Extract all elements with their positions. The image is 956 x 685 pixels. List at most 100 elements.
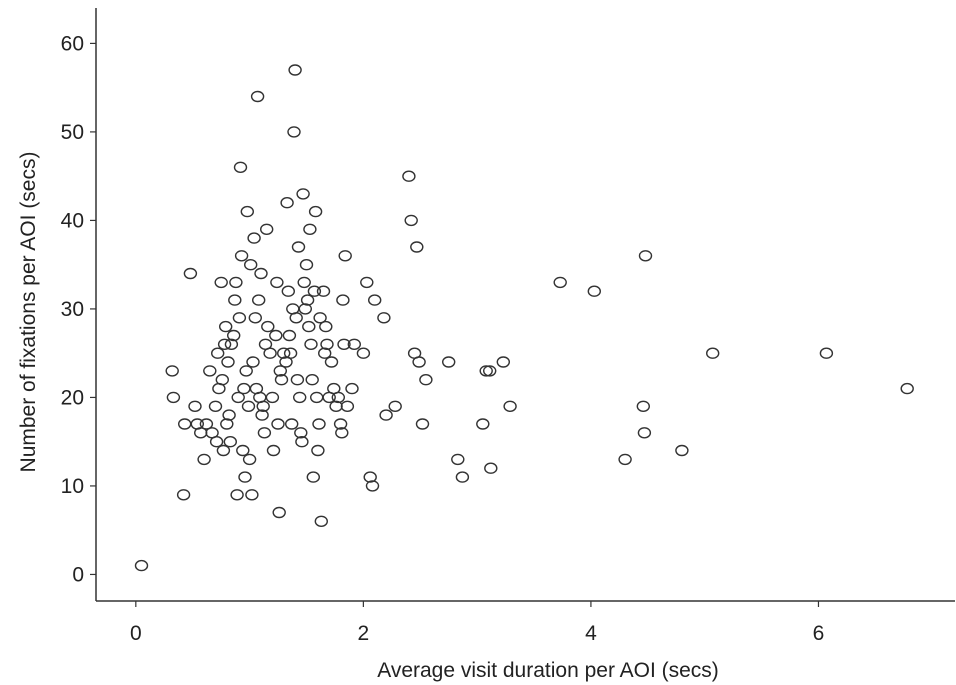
data-point bbox=[636, 400, 650, 412]
data-point bbox=[241, 400, 256, 412]
data-point bbox=[270, 276, 284, 289]
data-point bbox=[316, 285, 331, 297]
data-point bbox=[365, 480, 380, 492]
data-point bbox=[232, 312, 247, 324]
data-point bbox=[377, 312, 391, 324]
data-point bbox=[306, 471, 320, 483]
data-point bbox=[288, 64, 302, 76]
data-point bbox=[312, 418, 326, 430]
data-point bbox=[218, 320, 233, 333]
data-point bbox=[484, 462, 498, 474]
data-point bbox=[176, 489, 191, 501]
data-point bbox=[363, 471, 377, 483]
data-point bbox=[379, 409, 393, 421]
data-point bbox=[224, 338, 239, 350]
data-point bbox=[242, 453, 257, 466]
data-point bbox=[310, 391, 324, 404]
data-point bbox=[295, 436, 309, 448]
data-point bbox=[240, 205, 255, 218]
data-point bbox=[183, 267, 198, 280]
data-point bbox=[335, 427, 349, 439]
data-point bbox=[296, 188, 310, 200]
data-point bbox=[675, 444, 689, 457]
data-point bbox=[347, 338, 361, 350]
data-point bbox=[311, 444, 325, 457]
data-point bbox=[336, 294, 350, 306]
data-point bbox=[302, 320, 316, 333]
data-point bbox=[245, 489, 259, 501]
data-point bbox=[476, 418, 490, 430]
data-point bbox=[231, 391, 245, 404]
data-point bbox=[307, 285, 322, 297]
data-point bbox=[197, 453, 211, 466]
y-axis-title: Number of fixations per AOI (secs) bbox=[17, 152, 40, 473]
data-point bbox=[216, 444, 231, 457]
data-point bbox=[277, 347, 291, 359]
data-point bbox=[256, 400, 270, 412]
data-point bbox=[293, 391, 307, 404]
y-tick-label: 60 bbox=[61, 32, 84, 55]
data-point bbox=[255, 409, 269, 421]
data-point bbox=[337, 338, 351, 350]
data-point bbox=[503, 400, 517, 412]
data-point bbox=[248, 312, 263, 324]
x-tick-label: 6 bbox=[813, 622, 825, 645]
data-point bbox=[222, 409, 236, 421]
data-point bbox=[304, 338, 318, 350]
data-point bbox=[166, 391, 181, 404]
data-point bbox=[165, 365, 179, 377]
data-point bbox=[215, 374, 230, 386]
data-point bbox=[271, 418, 285, 430]
data-point bbox=[230, 489, 244, 501]
data-point bbox=[637, 427, 652, 439]
data-point bbox=[313, 312, 327, 324]
data-point bbox=[223, 436, 238, 448]
data-point bbox=[314, 515, 328, 527]
data-point bbox=[246, 356, 260, 368]
data-point bbox=[294, 427, 308, 439]
data-point bbox=[265, 391, 280, 404]
data-point bbox=[402, 170, 416, 182]
data-point bbox=[412, 356, 426, 368]
data-point bbox=[257, 427, 272, 439]
data-point bbox=[451, 453, 465, 466]
y-tick-label: 20 bbox=[61, 386, 84, 409]
y-tick-label: 50 bbox=[61, 121, 84, 144]
data-point bbox=[273, 365, 287, 377]
y-tick-label: 10 bbox=[61, 475, 84, 498]
data-point bbox=[234, 250, 249, 262]
data-point bbox=[320, 338, 334, 350]
data-point bbox=[282, 329, 297, 342]
y-tick-label: 0 bbox=[72, 563, 84, 586]
data-point bbox=[237, 382, 251, 395]
data-point bbox=[274, 374, 289, 386]
data-point bbox=[338, 250, 352, 262]
data-point bbox=[221, 356, 235, 368]
x-tick-label: 4 bbox=[585, 622, 597, 645]
data-point bbox=[419, 374, 433, 386]
data-point bbox=[340, 400, 355, 412]
data-point bbox=[298, 303, 312, 315]
data-point bbox=[638, 250, 653, 262]
data-point bbox=[291, 241, 306, 253]
data-point bbox=[356, 347, 371, 359]
data-point bbox=[388, 400, 402, 412]
data-point bbox=[331, 391, 345, 404]
data-point bbox=[252, 294, 266, 306]
data-point bbox=[134, 559, 149, 572]
data-point bbox=[297, 276, 311, 289]
data-point bbox=[303, 223, 317, 236]
data-point bbox=[368, 294, 382, 306]
data-point bbox=[455, 471, 470, 483]
data-point bbox=[479, 365, 493, 377]
y-tick-label: 30 bbox=[61, 298, 84, 321]
x-axis-ticks: 0 2 4 6 bbox=[130, 601, 824, 645]
points-layer bbox=[134, 64, 914, 572]
x-axis-title: Average visit duration per AOI (secs) bbox=[377, 659, 719, 682]
data-point bbox=[442, 356, 456, 368]
data-point bbox=[324, 356, 339, 368]
x-tick-label: 2 bbox=[358, 622, 370, 645]
data-point bbox=[283, 347, 298, 359]
data-point bbox=[250, 90, 265, 103]
data-point bbox=[228, 294, 242, 306]
